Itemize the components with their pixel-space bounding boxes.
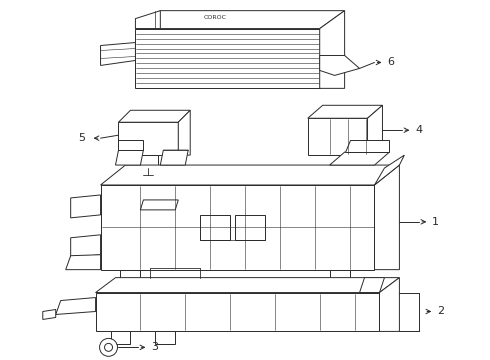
Polygon shape — [71, 235, 100, 258]
Text: 6: 6 — [388, 58, 394, 67]
Polygon shape — [319, 11, 344, 88]
Polygon shape — [100, 165, 399, 185]
Polygon shape — [379, 278, 399, 332]
Polygon shape — [178, 110, 190, 155]
Polygon shape — [96, 278, 399, 293]
Circle shape — [104, 343, 113, 351]
Polygon shape — [330, 152, 390, 165]
Polygon shape — [43, 310, 56, 319]
Polygon shape — [368, 105, 383, 155]
Polygon shape — [96, 293, 379, 332]
Polygon shape — [71, 195, 100, 218]
Polygon shape — [235, 215, 265, 240]
Polygon shape — [308, 105, 383, 118]
Circle shape — [99, 338, 118, 356]
Polygon shape — [360, 278, 385, 293]
Text: 2: 2 — [437, 306, 444, 316]
Polygon shape — [56, 298, 96, 315]
Polygon shape — [135, 11, 344, 28]
Polygon shape — [119, 110, 190, 122]
Polygon shape — [119, 122, 178, 155]
Polygon shape — [308, 118, 368, 155]
Polygon shape — [116, 150, 144, 165]
Text: COROC: COROC — [204, 15, 226, 20]
Polygon shape — [374, 155, 404, 185]
Circle shape — [122, 284, 138, 300]
Polygon shape — [100, 185, 374, 270]
Polygon shape — [100, 42, 135, 66]
Polygon shape — [160, 150, 188, 165]
Polygon shape — [121, 270, 141, 285]
Text: 3: 3 — [151, 342, 158, 352]
Polygon shape — [138, 155, 158, 168]
Polygon shape — [141, 200, 178, 210]
Polygon shape — [330, 270, 349, 285]
Text: 1: 1 — [432, 217, 439, 227]
Text: 5: 5 — [78, 133, 86, 143]
Polygon shape — [200, 215, 230, 240]
Polygon shape — [344, 140, 390, 152]
Polygon shape — [135, 11, 160, 28]
Polygon shape — [66, 255, 100, 270]
Polygon shape — [155, 332, 175, 345]
Polygon shape — [111, 332, 130, 345]
Polygon shape — [119, 140, 144, 150]
Polygon shape — [135, 28, 319, 88]
Text: 4: 4 — [416, 125, 422, 135]
Polygon shape — [374, 165, 399, 270]
Polygon shape — [319, 55, 360, 75]
